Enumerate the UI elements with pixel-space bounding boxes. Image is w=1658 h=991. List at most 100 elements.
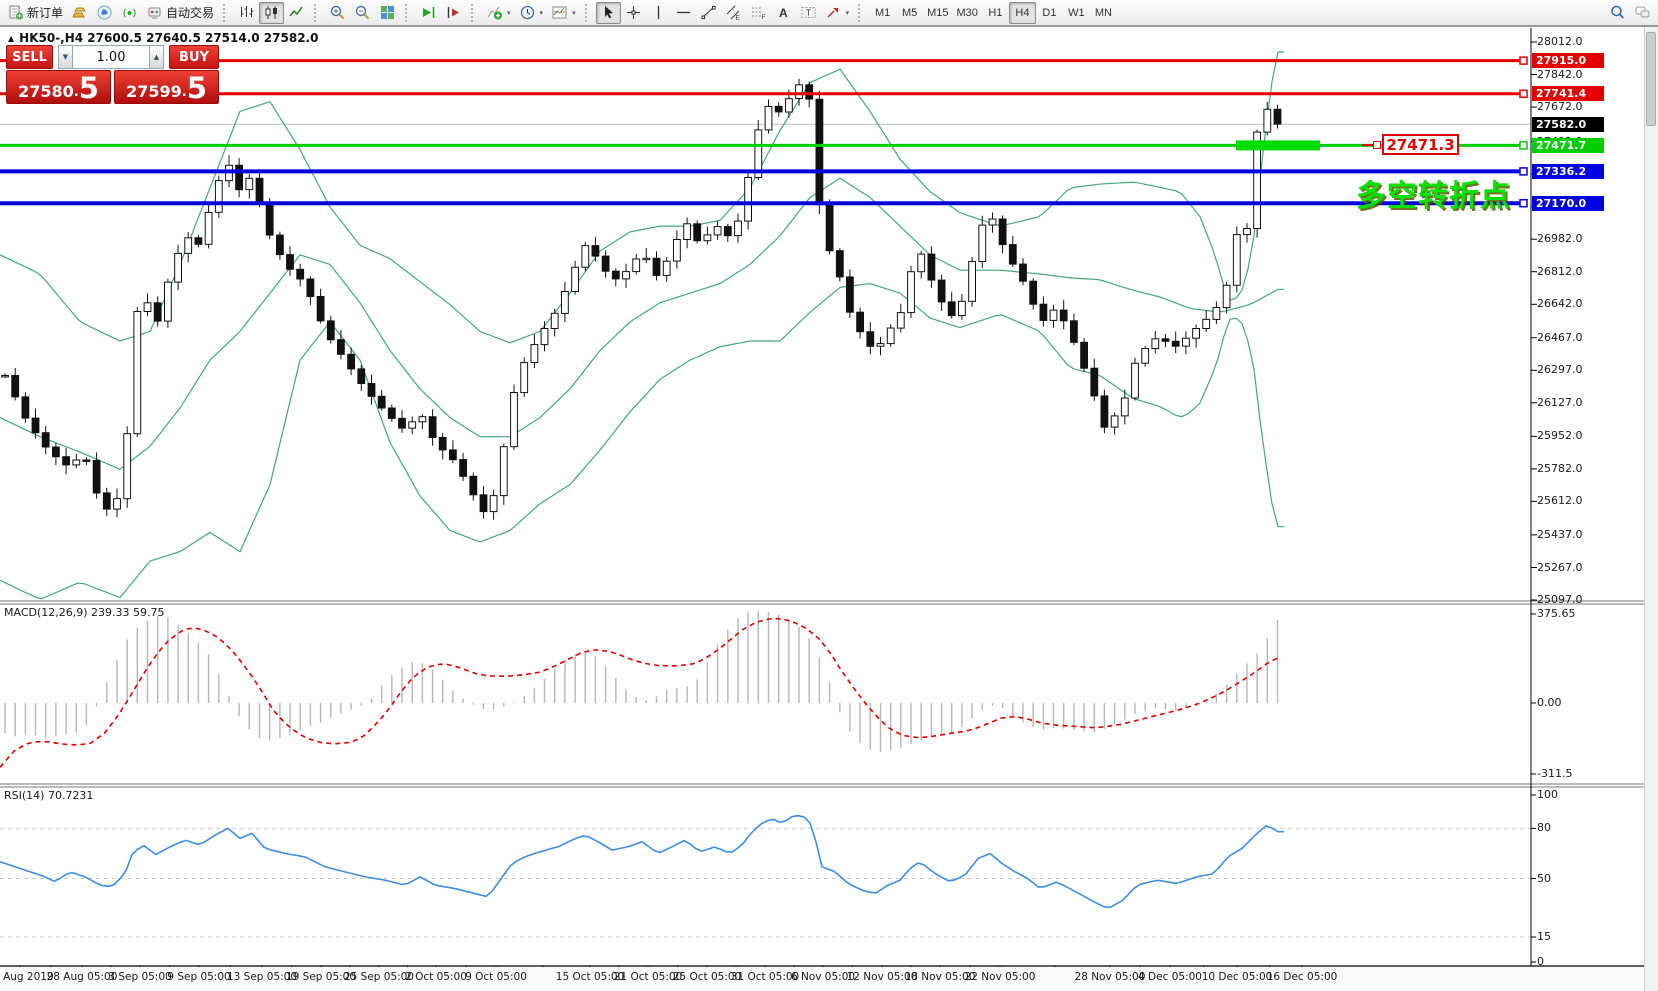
auto-scroll-button[interactable] — [416, 2, 441, 24]
chat-button[interactable] — [1630, 2, 1655, 24]
chat-icon — [1634, 4, 1651, 21]
current-price-badge: 27582.0 — [1532, 116, 1604, 132]
price-tick-label: 25267.0 — [1537, 560, 1583, 574]
tf-m5-button-label: M5 — [901, 6, 918, 19]
time-label: 12 Nov 05:00 — [846, 971, 918, 983]
time-label: 15 Oct 05:00 — [555, 971, 625, 983]
zoom-in-button[interactable] — [325, 2, 350, 24]
search-button[interactable] — [1605, 2, 1630, 24]
text-button[interactable]: A — [771, 2, 796, 24]
magnifier-icon — [1609, 4, 1626, 21]
bar-chart-button[interactable] — [234, 2, 259, 24]
new-order-button[interactable]: 新订单 — [3, 2, 67, 24]
tf-h4-button-label: H4 — [1015, 6, 1030, 19]
rsi-tick-label: 80 — [1537, 821, 1551, 835]
channel-button[interactable]: E — [721, 2, 746, 24]
collapse-icon[interactable]: ▲ — [8, 33, 15, 43]
fibonacci-button[interactable]: F — [746, 2, 771, 24]
vline-button[interactable] — [646, 2, 671, 24]
rsi-tick-label: 15 — [1537, 930, 1551, 943]
candles-icon — [263, 4, 280, 21]
tf-w1-button-label: W1 — [1068, 6, 1085, 19]
chartshift-icon — [445, 4, 462, 21]
zoom-out-icon — [354, 4, 371, 21]
price-tick-label: 26467.0 — [1537, 330, 1583, 344]
svg-text:A: A — [779, 6, 788, 20]
tf-m1-button[interactable]: M1 — [869, 2, 896, 24]
bid-dot: . — [73, 85, 79, 100]
bid-price-display[interactable]: 27580. 5 — [6, 70, 111, 104]
template-icon — [551, 4, 568, 21]
tf-m30-button-label: M30 — [956, 6, 978, 19]
macd-tick-label: 0.00 — [1537, 696, 1562, 709]
toolbar-grip — [223, 3, 229, 22]
toolbar-groups: 新订单 自动交易 ▾ ▾ ▾ E F A T ▾ M1 M5 M15 M30 H1 H4 D1 W1 MN — [3, 0, 1117, 26]
tf-m1-button-label: M1 — [874, 6, 891, 19]
chart-shift-button[interactable] — [441, 2, 466, 24]
ask-main: 27599 — [126, 82, 182, 101]
volume-increase-button[interactable]: ▲ — [149, 45, 164, 69]
price-tick-label: 27672.0 — [1537, 100, 1583, 114]
volume-input[interactable]: 1.00 — [73, 45, 149, 69]
autotrading-button[interactable]: 自动交易 — [142, 2, 218, 24]
zoom-in-icon — [329, 4, 346, 21]
community-button[interactable] — [92, 2, 117, 24]
vertical-scrollbar[interactable] — [1644, 27, 1658, 991]
chevron-down-icon: ▾ — [572, 9, 576, 17]
price-line-badge: 27741.4 — [1532, 86, 1604, 102]
arrows-button[interactable]: ▾ — [821, 2, 854, 24]
page-plus-icon — [7, 4, 24, 21]
fibo-icon: F — [750, 4, 767, 21]
bars-icon — [238, 4, 255, 21]
templates-button[interactable]: ▾ — [547, 2, 580, 24]
zoom-out-button[interactable] — [350, 2, 375, 24]
toolbar-right — [1605, 2, 1655, 24]
tf-mn-button-label: MN — [1094, 6, 1112, 19]
time-label: 25 Oct 05:00 — [672, 971, 742, 983]
label-button[interactable]: T — [796, 2, 821, 24]
candle-chart-button[interactable] — [259, 1, 285, 24]
toolbar-grip — [471, 3, 477, 22]
time-label: 18 Nov 05:00 — [904, 971, 976, 983]
buy-button[interactable]: BUY — [169, 45, 219, 69]
tf-mn-button[interactable]: MN — [1090, 2, 1117, 24]
tf-w1-button[interactable]: W1 — [1063, 2, 1090, 24]
time-label: 4 Dec 05:00 — [1138, 971, 1202, 983]
new-order-button-label: 新订单 — [27, 6, 64, 20]
market-button[interactable] — [67, 2, 92, 24]
line-chart-button[interactable] — [284, 2, 309, 24]
volume-decrease-button[interactable]: ▼ — [58, 45, 73, 69]
sell-button[interactable]: SELL — [6, 45, 53, 69]
crosshair-button[interactable] — [621, 2, 646, 24]
price-tick-label: 26642.0 — [1537, 297, 1583, 311]
toolbar-grip — [584, 3, 591, 22]
price-tick-label: 28012.0 — [1537, 35, 1583, 48]
price-tag-connector — [1362, 144, 1376, 146]
price-tag-marker — [1373, 141, 1381, 149]
tf-d1-button[interactable]: D1 — [1036, 2, 1063, 24]
signals-button[interactable] — [117, 2, 142, 24]
tf-m30-button[interactable]: M30 — [953, 2, 982, 24]
tf-h1-button[interactable]: H1 — [982, 2, 1009, 24]
vertical-scrollbar-thumb[interactable] — [1646, 32, 1656, 126]
price-line-badge: 27915.0 — [1532, 53, 1604, 69]
indicators-button[interactable]: ▾ — [482, 2, 515, 24]
toolbar-grip — [314, 3, 320, 22]
periods-button[interactable]: ▾ — [515, 2, 548, 24]
price-tick-label: 25782.0 — [1537, 461, 1583, 475]
rsi-label: RSI(14) 70.7231 — [4, 789, 94, 802]
tf-m5-button[interactable]: M5 — [896, 2, 923, 24]
tf-h4-button[interactable]: H4 — [1008, 1, 1036, 24]
trendline-button[interactable] — [696, 2, 721, 24]
ask-price-display[interactable]: 27599. 5 — [114, 70, 219, 104]
bid-fraction: 5 — [78, 71, 99, 105]
cursor-button[interactable] — [595, 1, 621, 24]
hline-button[interactable] — [671, 2, 696, 24]
tf-m15-button[interactable]: M15 — [923, 2, 952, 24]
time-label: 2 Oct 05:00 — [405, 971, 467, 983]
tile-windows-button[interactable] — [375, 2, 400, 24]
symbol-ohlc-text: HK50-,H4 27600.5 27640.5 27514.0 27582.0 — [19, 31, 319, 45]
indicator-icon — [486, 4, 503, 21]
